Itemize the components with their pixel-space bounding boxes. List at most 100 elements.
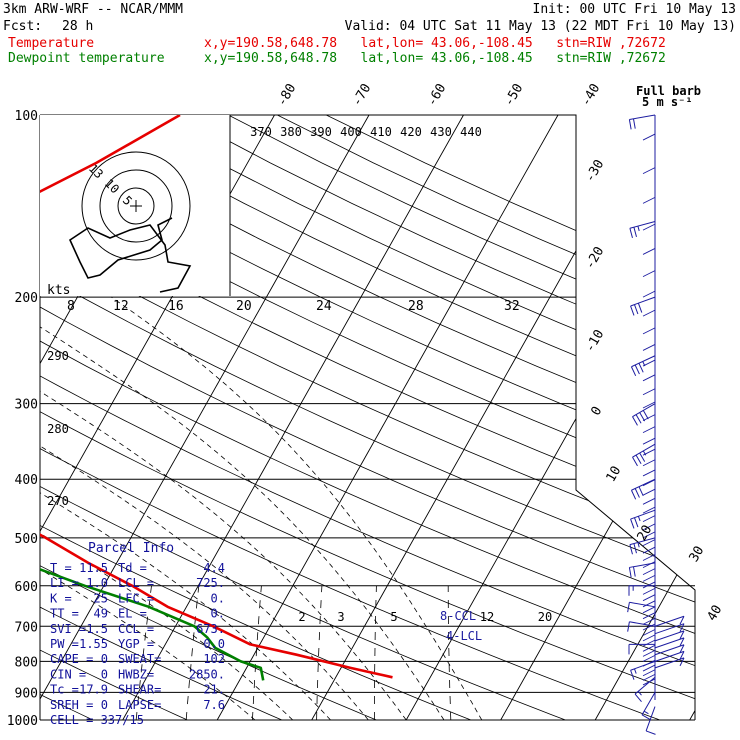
theta-label: 430 [430, 125, 452, 139]
wind-barb-flag [628, 119, 632, 130]
isotherm-label: -70 [350, 81, 375, 109]
fcst-value: 28 h [62, 19, 94, 34]
series-layer [40, 115, 393, 681]
isotherm-line [216, 115, 559, 720]
wind-tick [642, 359, 656, 367]
parcel-row-label: CIN = [50, 667, 86, 681]
wind-tick [642, 448, 656, 456]
pressure-tick-label: 400 [15, 473, 38, 488]
wind-tick [642, 479, 656, 487]
wind-barb-flag [637, 302, 643, 313]
wind-tick [642, 248, 656, 255]
wind-tick [642, 568, 656, 576]
parcel-row-label: CAPE = [50, 652, 93, 666]
dry-adiabat-line [40, 115, 377, 720]
wind-tick [642, 669, 656, 677]
parcel-row-label: TT = [50, 607, 79, 621]
wind-tick [642, 401, 656, 409]
parcel-row-label-right: EL = [118, 607, 147, 621]
dry-adiabat-line [277, 115, 695, 720]
ccl-label: 8-CCL [440, 609, 476, 623]
wind-tick [642, 531, 656, 539]
wind-tick [642, 554, 656, 561]
pressure-tick-label: 900 [15, 686, 38, 701]
wind-tick [642, 623, 656, 631]
hodograph-speed-tick: 12 [113, 299, 129, 314]
parcel-row-label-right: LAPSE= [118, 698, 161, 712]
wind-tick [642, 344, 656, 351]
valid-time: Valid: 04 UTC Sat 11 May 13 (22 MDT Fri … [344, 19, 736, 34]
parcel-row-label: T = [50, 561, 72, 575]
hodograph-ring [117, 187, 155, 225]
wind-barb-flag [643, 710, 649, 715]
parcel-row-value: 11.5 [79, 561, 108, 575]
hodograph-units: kts [47, 283, 70, 298]
series-clip [40, 115, 393, 681]
wind-tick [642, 639, 656, 647]
hodograph-ring [99, 169, 173, 243]
wind-barb-lower [654, 623, 685, 635]
parcel-row-value: 0 [101, 698, 108, 712]
wind-barb-flag [628, 567, 632, 578]
dry-adiabat-line [81, 115, 695, 720]
parcel-row-label-right: LFC = [118, 591, 154, 605]
wind-barb-flag [641, 714, 651, 721]
wind-barb-lower [654, 637, 685, 649]
dry-adiabat-line [326, 115, 695, 720]
parcel-row-value-right: 0. [211, 607, 225, 621]
parcel-cell: CELL = 337/15 [50, 713, 144, 727]
wind-barb-lower-flag [679, 657, 685, 667]
isotherm-line [689, 115, 695, 720]
wind-barb-flag [634, 693, 642, 702]
isotherm-label: -20 [583, 244, 608, 272]
wind-tick [642, 612, 656, 620]
dry-adiabat-line [40, 115, 661, 720]
moist-adiabat-line [40, 296, 369, 720]
dry-adiabat-line [40, 115, 283, 720]
dewpoint-line [40, 115, 265, 681]
wind-barb-staff [629, 601, 656, 608]
wind-barb-flag [632, 566, 636, 577]
parcel-row-label: SREH = [50, 698, 93, 712]
wind-barb-flag [632, 456, 638, 467]
isotherm-label: -80 [275, 81, 300, 109]
legend-temperature-label: Temperature [8, 36, 95, 51]
wind-barb-lower-flag [679, 651, 685, 660]
wind-barb-flag [638, 486, 644, 496]
side-height-label: 290 [47, 349, 69, 363]
wind-barb-flag [634, 517, 639, 528]
wind-barb-staff [629, 537, 656, 546]
wind-barb-staff [629, 621, 656, 627]
isotherm-label: 30 [687, 544, 708, 565]
mixing-ratio-line [374, 585, 377, 720]
hodograph-trace [68, 217, 192, 293]
wind-barb-staff [631, 478, 656, 491]
wind-barb-flag [637, 542, 640, 548]
wind-barb-flag [630, 518, 635, 529]
mixing-ratio-line [252, 585, 262, 720]
wind-tick [642, 374, 656, 382]
hodograph-speed-tick: 32 [504, 299, 520, 314]
wind-tick [642, 469, 656, 477]
wind-barb-flag [630, 490, 637, 500]
wind-barb-flag [638, 363, 644, 373]
wind-tick [642, 574, 656, 582]
parcel-row-value-right: 0.0 [203, 637, 225, 651]
wind-tick [642, 654, 656, 662]
wind-tick [642, 459, 656, 467]
mixing-ratio-label: 12 [480, 610, 494, 624]
wind-barb-flag [629, 544, 633, 555]
mixing-ratio-label: 5 [390, 610, 397, 624]
wind-barb-flag [630, 366, 637, 377]
barb-legend-units: 5 m s⁻¹ [642, 95, 693, 109]
parcel-row-value-right: 4.4 [203, 561, 225, 575]
wind-barb-flag [637, 691, 642, 696]
parcel-row-label: Tc = [50, 683, 79, 697]
theta-label: 400 [340, 125, 362, 139]
hodograph-speed-tick: 20 [236, 299, 252, 314]
parcel-row-label-right: SWEAT= [118, 652, 161, 666]
parcel-row-label-right: Td = [118, 561, 147, 575]
theta-label: 390 [310, 125, 332, 139]
parcel-row-value-right: 673. [196, 622, 225, 636]
wind-barb-staff [632, 403, 656, 418]
